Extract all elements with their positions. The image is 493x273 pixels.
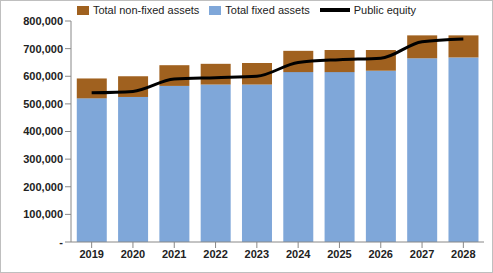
- svg-text:2026: 2026: [369, 248, 393, 260]
- svg-text:600,000: 600,000: [23, 70, 63, 82]
- svg-text:300,000: 300,000: [23, 153, 63, 165]
- svg-text:2028: 2028: [451, 248, 475, 260]
- svg-text:800,000: 800,000: [23, 15, 63, 27]
- svg-text:2022: 2022: [203, 248, 227, 260]
- svg-text:2027: 2027: [410, 248, 434, 260]
- svg-text:200,000: 200,000: [23, 181, 63, 193]
- svg-text:-: -: [59, 236, 63, 248]
- svg-text:2025: 2025: [327, 248, 351, 260]
- svg-text:500,000: 500,000: [23, 98, 63, 110]
- svg-text:2024: 2024: [286, 248, 311, 260]
- html-text:Total non-fixed assets: Total non-fixed assets: [92, 4, 200, 16]
- svg-text:100,000: 100,000: [23, 208, 63, 220]
- svg-text:2021: 2021: [162, 248, 186, 260]
- svg-text:2019: 2019: [79, 248, 103, 260]
- svg-text:2023: 2023: [245, 248, 269, 260]
- html-text:Public equity: Public equity: [353, 4, 417, 16]
- svg-text:2020: 2020: [121, 248, 145, 260]
- html-text:Total fixed assets: Total fixed assets: [225, 4, 310, 16]
- svg-text:700,000: 700,000: [23, 43, 63, 55]
- svg-text:400,000: 400,000: [23, 125, 63, 137]
